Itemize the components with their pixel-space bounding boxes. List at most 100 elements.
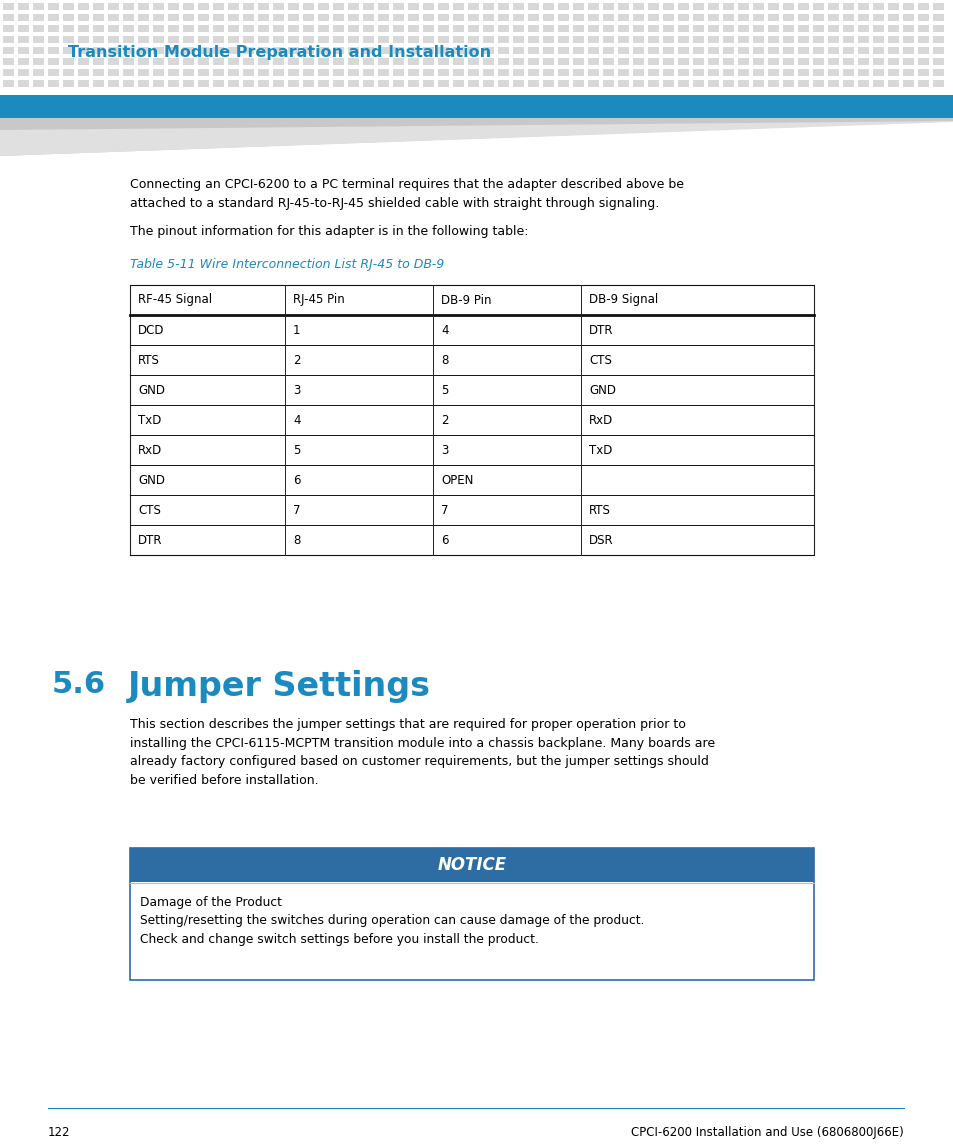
Bar (348, 3, 358, 10)
Bar (587, 69, 598, 76)
Bar (527, 58, 538, 65)
Bar (812, 35, 823, 44)
Bar (243, 69, 253, 76)
Bar (497, 69, 509, 76)
Bar (602, 25, 614, 32)
Bar (857, 80, 868, 87)
Bar (183, 69, 193, 76)
Bar (587, 35, 598, 44)
Bar (842, 80, 853, 87)
Bar (917, 14, 928, 21)
Bar (782, 69, 793, 76)
Bar (123, 58, 133, 65)
Bar (317, 3, 329, 10)
Bar (130, 848, 813, 980)
Text: Setting/resetting the switches during operation can cause damage of the product.: Setting/resetting the switches during op… (140, 914, 644, 946)
Bar (482, 3, 494, 10)
Bar (213, 69, 224, 76)
Bar (902, 35, 913, 44)
Bar (857, 35, 868, 44)
Bar (257, 35, 269, 44)
Bar (738, 80, 748, 87)
Text: CPCI-6200 Installation and Use (6806800J66E): CPCI-6200 Installation and Use (6806800J… (631, 1126, 903, 1139)
Bar (317, 25, 329, 32)
Bar (633, 3, 643, 10)
Bar (932, 3, 943, 10)
Bar (707, 14, 719, 21)
Bar (527, 25, 538, 32)
Bar (18, 25, 29, 32)
Bar (243, 80, 253, 87)
Bar (917, 47, 928, 54)
Bar (767, 58, 779, 65)
Bar (767, 3, 779, 10)
Bar (288, 47, 298, 54)
Bar (842, 3, 853, 10)
Bar (123, 25, 133, 32)
Bar (288, 14, 298, 21)
Bar (558, 14, 568, 21)
Bar (513, 69, 523, 76)
Bar (33, 47, 44, 54)
Bar (408, 47, 418, 54)
Bar (453, 69, 463, 76)
Bar (558, 47, 568, 54)
Bar (3, 69, 14, 76)
Bar (18, 35, 29, 44)
Bar (827, 14, 838, 21)
Bar (393, 3, 403, 10)
Bar (527, 3, 538, 10)
Bar (333, 25, 344, 32)
Bar (692, 3, 703, 10)
Bar (363, 35, 374, 44)
Bar (152, 3, 164, 10)
Bar (317, 58, 329, 65)
Bar (842, 35, 853, 44)
Bar (587, 3, 598, 10)
Bar (767, 69, 779, 76)
Text: 2: 2 (293, 354, 300, 366)
Bar (3, 47, 14, 54)
Bar (243, 35, 253, 44)
Bar (288, 80, 298, 87)
Bar (618, 35, 628, 44)
Bar (393, 14, 403, 21)
Bar (857, 47, 868, 54)
Bar (722, 58, 733, 65)
Bar (198, 69, 209, 76)
Bar (752, 47, 763, 54)
Bar (812, 69, 823, 76)
Text: DB-9 Pin: DB-9 Pin (440, 293, 491, 307)
Bar (872, 3, 883, 10)
Bar (228, 14, 239, 21)
Bar (48, 58, 59, 65)
Bar (752, 58, 763, 65)
Text: DB-9 Signal: DB-9 Signal (588, 293, 658, 307)
Bar (123, 35, 133, 44)
Bar (647, 14, 659, 21)
Bar (707, 25, 719, 32)
Bar (183, 25, 193, 32)
Bar (497, 3, 509, 10)
Bar (317, 80, 329, 87)
Bar (48, 3, 59, 10)
Bar (213, 80, 224, 87)
Bar (48, 80, 59, 87)
Bar (408, 3, 418, 10)
Bar (138, 58, 149, 65)
Bar (662, 25, 673, 32)
Bar (662, 58, 673, 65)
Bar (587, 58, 598, 65)
Bar (228, 3, 239, 10)
Bar (108, 47, 119, 54)
Bar (288, 3, 298, 10)
Bar (513, 35, 523, 44)
Bar (647, 3, 659, 10)
Bar (633, 69, 643, 76)
Bar (213, 3, 224, 10)
Text: 6: 6 (293, 474, 300, 487)
Bar (782, 47, 793, 54)
Bar (468, 35, 478, 44)
Bar (183, 80, 193, 87)
Text: 122: 122 (48, 1126, 71, 1139)
